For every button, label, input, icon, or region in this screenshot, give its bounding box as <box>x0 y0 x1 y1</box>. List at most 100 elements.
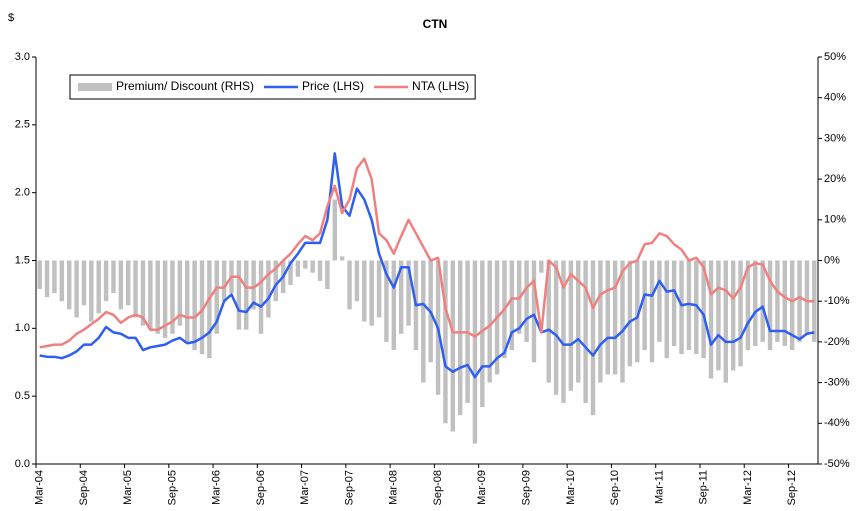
bar <box>789 260 795 351</box>
x-tick-label: Sep-12 <box>786 470 798 505</box>
legend-label: Price (LHS) <box>302 79 364 93</box>
bar <box>162 260 168 338</box>
bar <box>671 260 677 346</box>
bar <box>140 260 146 326</box>
bar <box>192 260 197 351</box>
bar <box>273 260 278 302</box>
y-tick-label: 3.0 <box>15 51 30 63</box>
x-tick-label: Mar-04 <box>34 470 46 505</box>
bar <box>421 260 426 383</box>
y2-tick-label: -40% <box>824 417 850 429</box>
x-tick-label: Sep-05 <box>166 470 178 505</box>
bar <box>207 260 212 359</box>
bar <box>708 260 714 379</box>
x-tick-label: Mar-12 <box>742 470 754 505</box>
y-tick-label: 0.5 <box>15 390 30 402</box>
bar <box>730 260 736 371</box>
bar <box>812 260 817 342</box>
bar <box>347 260 352 310</box>
line <box>39 157 815 349</box>
y2-tick-label: -30% <box>824 377 850 389</box>
bar <box>96 260 101 314</box>
x-tick-label: Mar-09 <box>476 470 488 505</box>
x-tick-label: Sep-09 <box>521 470 533 505</box>
bar <box>376 260 382 318</box>
bar <box>111 260 116 294</box>
bar <box>649 260 655 363</box>
bar <box>804 260 810 334</box>
y2-tick-label: 0% <box>824 254 840 266</box>
bar <box>251 260 256 310</box>
x-tick-label: Mar-05 <box>122 470 134 505</box>
bar <box>362 260 367 322</box>
x-tick-label: Sep-11 <box>698 470 710 505</box>
bar <box>199 260 205 355</box>
bar <box>546 260 551 383</box>
legend-swatch <box>78 83 112 91</box>
bar <box>487 260 492 383</box>
x-tick-label: Sep-10 <box>609 470 621 505</box>
y2-tick-label: -50% <box>824 458 850 470</box>
bar <box>384 260 389 342</box>
y-tick-label: 1.0 <box>15 322 30 334</box>
bar <box>258 260 264 334</box>
y2-tick-label: 30% <box>824 132 846 144</box>
y-tick-label: 2.5 <box>15 119 30 131</box>
bar <box>44 260 50 298</box>
y2-tick-label: 40% <box>824 92 846 104</box>
y-axis-unit: $ <box>8 12 14 24</box>
bar <box>509 260 515 351</box>
bar <box>775 260 780 342</box>
chart-title: CTN <box>423 17 448 31</box>
bar <box>118 260 124 310</box>
bar <box>568 260 574 391</box>
bar <box>598 260 603 383</box>
bar <box>745 260 751 351</box>
bar <box>760 260 765 342</box>
x-tick-label: Mar-07 <box>299 470 311 505</box>
x-tick-label: Mar-08 <box>388 470 400 505</box>
bar <box>310 260 315 273</box>
x-tick-label: Mar-06 <box>211 470 223 505</box>
bar <box>443 260 448 424</box>
bar <box>797 260 802 342</box>
y2-tick-label: 10% <box>824 214 846 226</box>
bar <box>583 260 588 403</box>
bar <box>642 260 647 351</box>
bar <box>398 260 404 334</box>
y2-tick-label: 50% <box>824 51 846 63</box>
bar <box>185 260 190 342</box>
bar <box>81 260 87 306</box>
y-tick-label: 1.5 <box>15 254 30 266</box>
bar <box>716 260 721 371</box>
x-tick-label: Sep-06 <box>255 470 267 505</box>
legend-label: NTA (LHS) <box>412 79 469 93</box>
y2-tick-label: -10% <box>824 295 850 307</box>
x-tick-label: Mar-11 <box>653 470 665 504</box>
bar <box>325 260 330 289</box>
bar <box>457 260 463 416</box>
bar <box>635 260 640 363</box>
bar <box>480 260 485 408</box>
bar <box>701 260 706 359</box>
bar <box>627 260 633 367</box>
y-tick-label: 2.0 <box>15 187 30 199</box>
x-tick-label: Sep-07 <box>343 470 355 505</box>
x-tick-label: Sep-08 <box>432 470 444 505</box>
bar <box>295 260 301 277</box>
bar <box>524 260 529 342</box>
bar <box>472 260 478 444</box>
bar <box>126 260 131 306</box>
bar <box>354 260 360 302</box>
bar <box>59 260 65 302</box>
bar <box>782 260 788 346</box>
bar <box>553 260 559 395</box>
bar <box>605 260 610 375</box>
bar <box>133 260 138 318</box>
bar <box>266 260 271 318</box>
bar <box>244 260 249 330</box>
bar <box>531 260 537 363</box>
bar <box>339 256 345 261</box>
y-tick-label: 0.0 <box>15 458 30 470</box>
